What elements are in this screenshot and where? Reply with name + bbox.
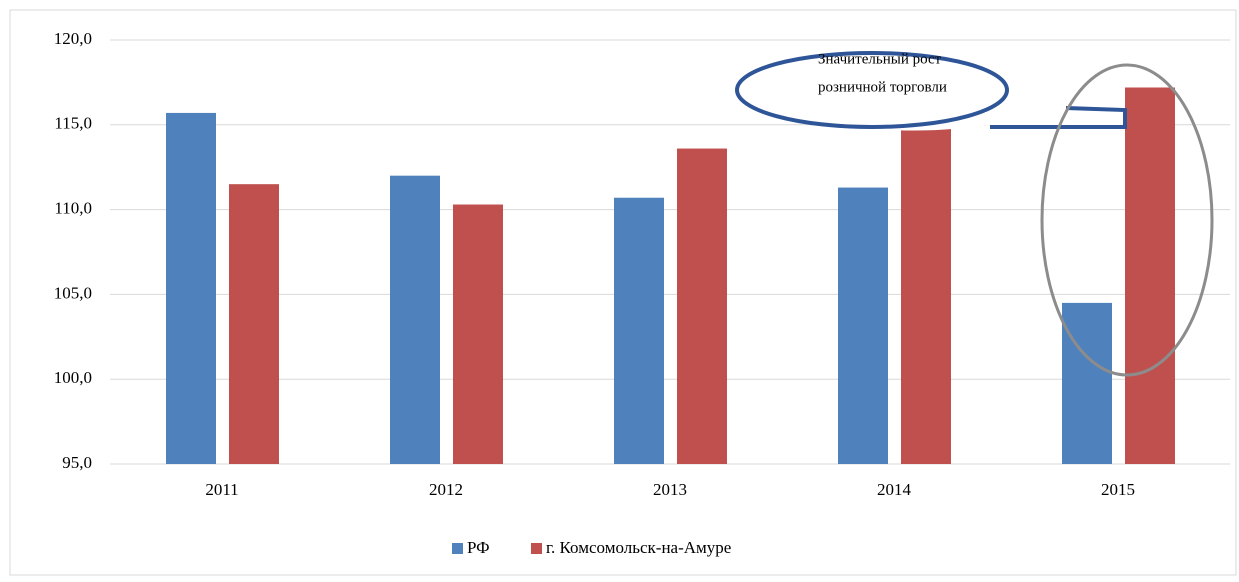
bar bbox=[838, 187, 888, 464]
legend-label: РФ bbox=[467, 538, 490, 557]
bar bbox=[901, 128, 951, 464]
x-tick-label: 2014 bbox=[877, 480, 912, 499]
x-tick-label: 2011 bbox=[205, 480, 238, 499]
legend-label: г. Комсомольск-на-Амуре bbox=[546, 538, 731, 557]
y-tick-label: 100,0 bbox=[54, 368, 92, 387]
x-tick-label: 2013 bbox=[653, 480, 687, 499]
x-tick-label: 2012 bbox=[429, 480, 463, 499]
bar bbox=[453, 204, 503, 464]
highlight-ellipse bbox=[1040, 63, 1214, 377]
callout-cover bbox=[985, 112, 1123, 125]
callout-ellipse bbox=[735, 51, 1009, 129]
y-tick-label: 115,0 bbox=[54, 114, 92, 133]
y-tick-label: 120,0 bbox=[54, 29, 92, 48]
annotation: розничной торговли bbox=[818, 79, 947, 95]
bar bbox=[677, 148, 727, 464]
legend-swatch bbox=[531, 543, 542, 554]
x-tick-label: 2015 bbox=[1101, 480, 1135, 499]
y-tick-label: 110,0 bbox=[54, 199, 92, 218]
bar bbox=[1062, 302, 1112, 464]
bar bbox=[614, 197, 664, 464]
legend-swatch bbox=[452, 543, 463, 554]
y-tick-label: 105,0 bbox=[54, 283, 92, 302]
bar bbox=[229, 184, 279, 464]
bar bbox=[390, 175, 440, 464]
annotation: Значительный рост bbox=[818, 51, 942, 67]
y-tick-label: 95,0 bbox=[62, 453, 92, 472]
bar bbox=[166, 112, 216, 464]
bar bbox=[1125, 87, 1175, 464]
